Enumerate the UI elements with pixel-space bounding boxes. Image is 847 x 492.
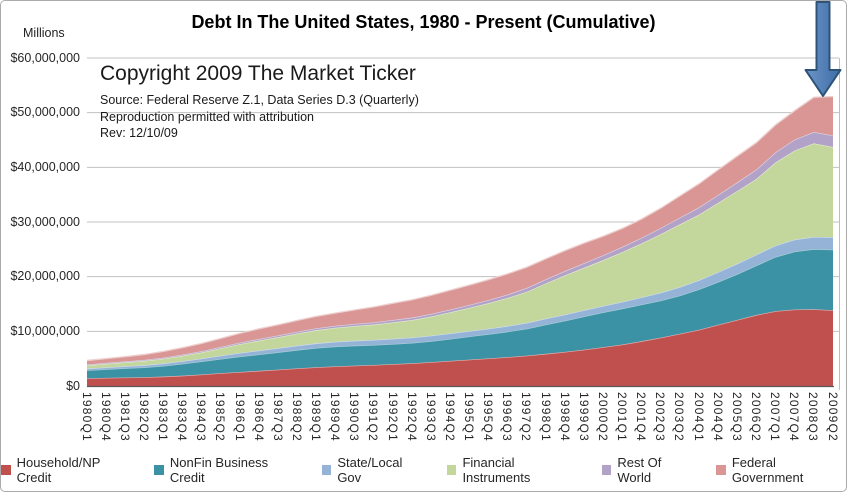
x-tick-label: 2009Q2 bbox=[825, 392, 840, 442]
area-band bbox=[87, 309, 833, 386]
x-tick-label: 1989Q4 bbox=[328, 392, 343, 442]
legend-item: NonFin Business Credit bbox=[154, 455, 300, 485]
y-tick-label: $20,000,000 bbox=[10, 269, 80, 284]
legend-swatch-icon bbox=[446, 465, 457, 475]
x-tick-label: 1981Q3 bbox=[117, 392, 132, 442]
x-tick-label: 1996Q3 bbox=[500, 392, 515, 442]
annotation-block: Copyright 2009 The Market Ticker Source:… bbox=[100, 62, 419, 142]
x-tick-label: 2006Q2 bbox=[748, 392, 763, 442]
x-tick-label: 1980Q1 bbox=[79, 392, 94, 442]
y-axis-units-label: Millions bbox=[23, 26, 65, 40]
x-tick-label: 1983Q4 bbox=[175, 392, 190, 442]
legend-item: State/Local Gov bbox=[321, 455, 426, 485]
legend-item: Financial Instruments bbox=[446, 455, 581, 485]
y-tick-label: $0 bbox=[66, 378, 80, 393]
revision-text: Rev: 12/10/09 bbox=[100, 126, 178, 140]
y-tick-label: $60,000,000 bbox=[10, 50, 80, 65]
x-tick-label: 1986Q1 bbox=[232, 392, 247, 442]
legend-item: Household/NP Credit bbox=[1, 455, 133, 485]
x-tick-label: 2007Q1 bbox=[768, 392, 783, 442]
x-tick-label: 1982Q2 bbox=[136, 392, 151, 442]
x-tick-label: 2001Q1 bbox=[615, 392, 630, 442]
legend-label: Household/NP Credit bbox=[16, 455, 101, 485]
x-tick-label: 1992Q4 bbox=[404, 392, 419, 442]
x-tick-label: 1987Q3 bbox=[270, 392, 285, 442]
x-tick-label: 1994Q2 bbox=[442, 392, 457, 442]
copyright-text: Copyright 2009 The Market Ticker bbox=[100, 62, 416, 85]
x-tick-label: 2005Q3 bbox=[729, 392, 744, 442]
legend-swatch-icon bbox=[601, 465, 612, 475]
x-tick-label: 1998Q1 bbox=[538, 392, 553, 442]
chart-title: Debt In The United States, 1980 - Presen… bbox=[191, 12, 656, 32]
x-tick-label: 2001Q4 bbox=[634, 392, 649, 442]
area-band-edge bbox=[86, 95, 834, 362]
x-tick-label: 1985Q2 bbox=[213, 392, 228, 442]
legend-swatch-icon bbox=[716, 465, 726, 475]
legend-label: Federal Government bbox=[731, 455, 804, 485]
x-tick-label: 2008Q3 bbox=[806, 392, 821, 442]
y-tick-label: $10,000,000 bbox=[10, 323, 80, 338]
x-tick-label: 2007Q4 bbox=[787, 392, 802, 442]
x-tick-label: 1990Q3 bbox=[347, 392, 362, 442]
legend-item: Federal Government bbox=[716, 455, 846, 485]
x-tick-label: 1998Q4 bbox=[557, 392, 572, 442]
legend: Household/NP Credit NonFin Business Credi… bbox=[1, 455, 846, 485]
legend-swatch-icon bbox=[321, 465, 332, 475]
x-tick-label: 1999Q3 bbox=[576, 392, 591, 442]
area-band bbox=[87, 143, 833, 369]
area-band bbox=[87, 249, 833, 379]
x-tick-label: 1986Q4 bbox=[251, 392, 266, 442]
x-tick-label: 2002Q3 bbox=[653, 392, 668, 442]
y-tick-label: $40,000,000 bbox=[10, 159, 80, 174]
x-tick-label: 2004Q1 bbox=[691, 392, 706, 442]
legend-label: Financial Instruments bbox=[462, 455, 531, 485]
x-tick-label: 2004Q4 bbox=[710, 392, 725, 442]
x-tick-label: 1989Q1 bbox=[309, 392, 324, 442]
x-tick-label: 1984Q3 bbox=[194, 392, 209, 442]
x-tick-label: 1988Q2 bbox=[289, 392, 304, 442]
x-tick-label: 1991Q2 bbox=[366, 392, 381, 442]
legend-label: State/Local Gov bbox=[337, 455, 403, 485]
x-tick-label: 2003Q2 bbox=[672, 392, 687, 442]
x-tick-label: 1993Q3 bbox=[423, 392, 438, 442]
source-text: Source: Federal Reserve Z.1, Data Series… bbox=[100, 93, 419, 107]
y-tick-label: $50,000,000 bbox=[10, 105, 80, 120]
x-tick-label: 1992Q1 bbox=[385, 392, 400, 442]
x-tick-label: 1997Q2 bbox=[519, 392, 534, 442]
legend-label: Rest Of World bbox=[617, 455, 662, 485]
legend-item: Rest Of World bbox=[601, 455, 695, 485]
legend-swatch-icon bbox=[1, 465, 11, 475]
x-tick-label: 2000Q2 bbox=[595, 392, 610, 442]
x-tick-label: 1980Q4 bbox=[98, 392, 113, 442]
legend-label: NonFin Business Credit bbox=[169, 455, 269, 485]
y-tick-label: $30,000,000 bbox=[10, 214, 80, 229]
down-arrow-annotation bbox=[804, 1, 842, 97]
x-tick-label: 1983Q1 bbox=[156, 392, 170, 442]
x-tick-label: 1995Q4 bbox=[481, 392, 496, 442]
legend-swatch-icon bbox=[154, 465, 164, 475]
x-tick-label: 1995Q1 bbox=[462, 392, 477, 442]
permission-text: Reproduction permitted with attribution bbox=[100, 109, 315, 124]
